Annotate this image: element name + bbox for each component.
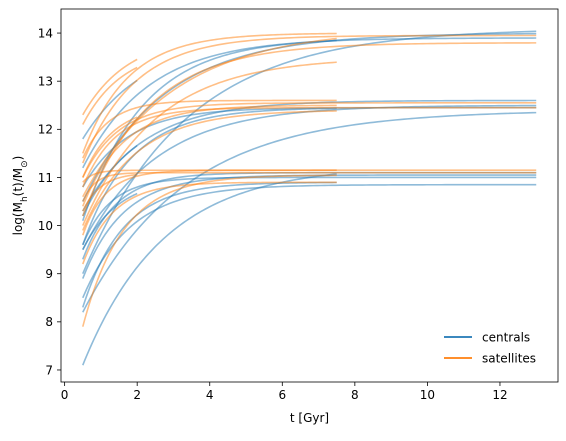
satellites-curve-18 [82, 58, 138, 116]
centrals-curve-4 [82, 176, 537, 246]
satellites-curve-15 [82, 61, 337, 226]
satellites-curve-8 [82, 181, 337, 265]
satellites-curve-4 [82, 102, 537, 178]
legend-label-satellites: satellites [482, 351, 536, 365]
x-tick-label: 4 [206, 388, 214, 402]
legend-label-centrals: centrals [482, 330, 530, 344]
satellites-curve-6 [82, 42, 537, 217]
y-axis-ticks: 7 8 9 10 11 12 13 14 [38, 26, 61, 377]
satellites-curve-14 [82, 32, 337, 154]
series-centrals [82, 30, 537, 366]
x-tick-label: 10 [420, 388, 435, 402]
y-tick-label: 9 [45, 267, 53, 281]
x-tick-label: 2 [133, 388, 141, 402]
series-satellites [81, 32, 537, 327]
centrals-curve-12 [82, 173, 337, 366]
satellites-curve-17 [82, 116, 138, 178]
satellites-curve-11 [82, 99, 337, 159]
y-tick-label: 8 [45, 315, 53, 329]
axes-frame [60, 8, 559, 383]
centrals-curve-18 [82, 79, 138, 140]
legend: centrals satellites [444, 330, 536, 365]
y-tick-label: 13 [38, 74, 53, 88]
centrals-curve-14 [82, 107, 337, 246]
satellites-curve-9 [82, 169, 337, 183]
y-tick-label: 12 [38, 123, 53, 137]
x-tick-label: 0 [61, 388, 69, 402]
y-tick-label: 11 [38, 171, 53, 185]
y-tick-label: 7 [45, 363, 53, 377]
y-axis-label: log(Mh(t)/M⊙) [11, 156, 30, 236]
satellites-curve-10 [82, 104, 337, 207]
satellites-curve-7 [81, 174, 337, 327]
x-tick-label: 6 [278, 388, 286, 402]
centrals-curve-9 [82, 30, 537, 275]
satellites-curve-12 [82, 110, 337, 231]
x-tick-label: 8 [351, 388, 359, 402]
satellites-curve-19 [82, 66, 138, 125]
centrals-curve-15 [82, 39, 337, 222]
centrals-curve-10 [82, 32, 537, 202]
x-axis-label: t [Gyr] [290, 411, 329, 425]
satellites-curve-13 [82, 37, 337, 198]
centrals-curve-16 [82, 192, 138, 251]
curves-layer [81, 30, 537, 366]
centrals-curve-1 [82, 183, 537, 299]
y-tick-label: 10 [38, 219, 53, 233]
x-axis-ticks: 0 2 4 6 8 10 12 [61, 382, 508, 402]
centrals-curve-5 [82, 111, 537, 313]
satellites-curve-16 [82, 173, 138, 212]
y-tick-label: 14 [38, 26, 53, 40]
satellites-curve-5 [82, 34, 537, 164]
x-tick-label: 12 [492, 388, 507, 402]
